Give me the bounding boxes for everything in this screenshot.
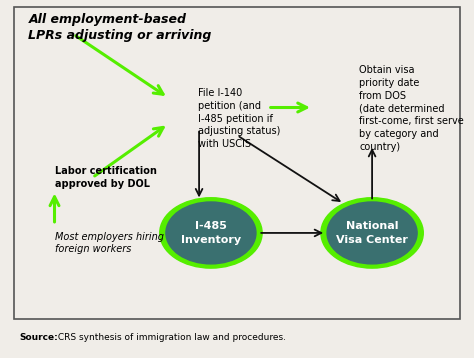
FancyArrowPatch shape [239,137,339,201]
FancyArrowPatch shape [369,150,375,199]
Text: National
Visa Center: National Visa Center [336,221,408,245]
Text: Source:: Source: [19,333,58,342]
Text: All employment-based
LPRs adjusting or arriving: All employment-based LPRs adjusting or a… [28,13,212,42]
Text: CRS synthesis of immigration law and procedures.: CRS synthesis of immigration law and pro… [55,333,285,342]
FancyArrowPatch shape [95,127,163,176]
Circle shape [166,202,256,264]
Text: Obtain visa
priority date
from DOS
(date determined
first-come, first serve
by c: Obtain visa priority date from DOS (date… [359,65,464,152]
FancyArrowPatch shape [271,103,307,112]
Circle shape [160,198,262,268]
FancyArrowPatch shape [50,197,59,222]
FancyBboxPatch shape [14,6,460,319]
Text: File I-140
petition (and
I-485 petition if
adjusting status)
with USCIS: File I-140 petition (and I-485 petition … [198,88,281,149]
Text: Most employers hiring
foreign workers: Most employers hiring foreign workers [55,232,164,254]
FancyArrowPatch shape [76,36,163,94]
Text: Labor certification
approved by DOL: Labor certification approved by DOL [55,166,156,189]
FancyArrowPatch shape [261,229,321,236]
Circle shape [321,198,423,268]
Text: I-485
Inventory: I-485 Inventory [181,221,241,245]
Circle shape [327,202,417,264]
FancyArrowPatch shape [196,131,202,195]
